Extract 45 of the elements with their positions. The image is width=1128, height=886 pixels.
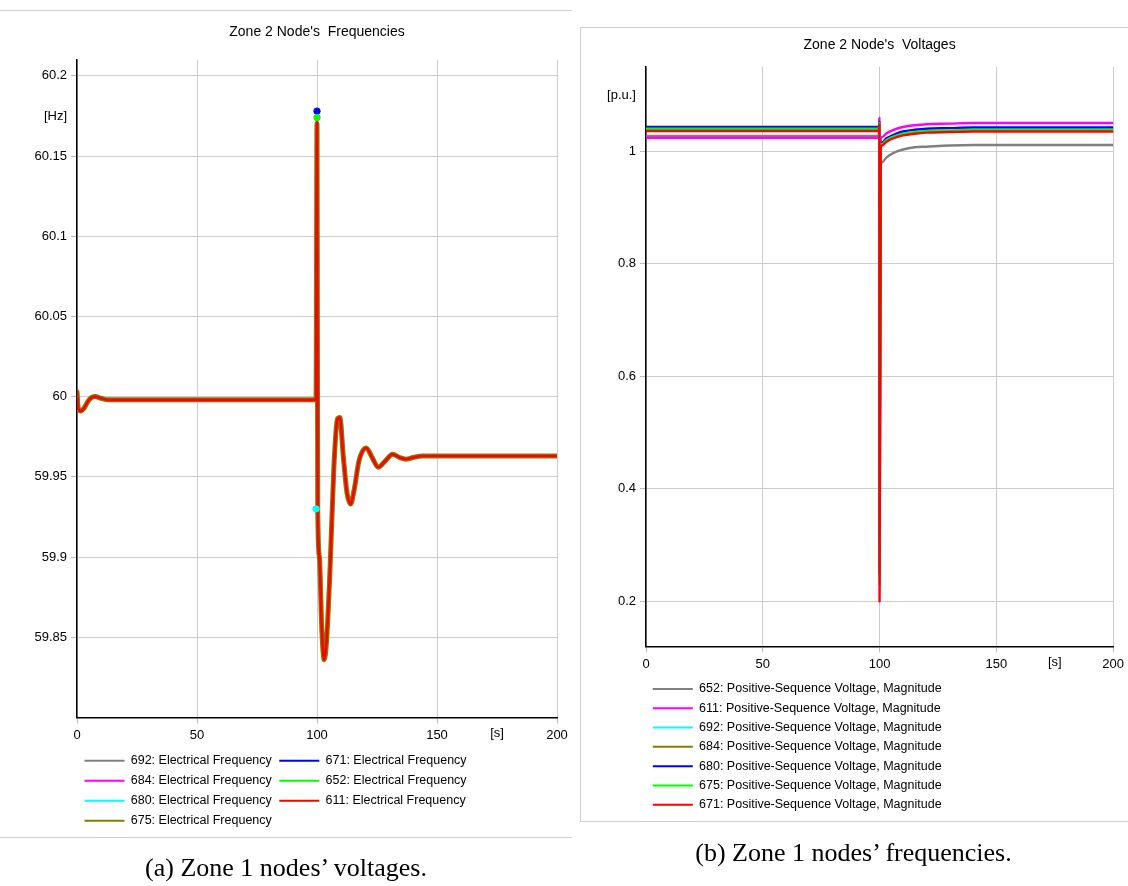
y-tick-label: 0.4 bbox=[617, 480, 636, 496]
x-tick-label: 0 bbox=[642, 655, 650, 671]
x-tick-label: 200 bbox=[1102, 655, 1125, 671]
y-tick-label: 60.2 bbox=[41, 67, 67, 83]
x-tick-label: 0 bbox=[73, 726, 81, 742]
x-tick-label: 50 bbox=[189, 726, 205, 742]
x-tick-label: 200 bbox=[546, 726, 568, 742]
legend-label: 692: Positive-Sequence Voltage, Magnitude bbox=[699, 720, 942, 734]
x-tick-label: 150 bbox=[985, 655, 1008, 671]
x-axis-title: [s] bbox=[1047, 654, 1062, 670]
y-tick-label: 0.6 bbox=[617, 367, 636, 383]
x-tick-label: 100 bbox=[868, 655, 891, 671]
chart-title: Zone 2 Node's Frequencies bbox=[229, 23, 405, 40]
legend-label: 684: Positive-Sequence Voltage, Magnitude bbox=[699, 739, 942, 754]
legend-label: 652: Electrical Frequency bbox=[325, 773, 468, 788]
y-tick-label: 0.8 bbox=[617, 255, 636, 271]
y-axis-title: [Hz] bbox=[43, 107, 67, 123]
text: (b) Zone 1 nodes’ frequencies. bbox=[694, 838, 1013, 868]
y-tick-label: 59.85 bbox=[34, 628, 67, 644]
x-tick-label: 100 bbox=[306, 726, 328, 742]
legend-label: 680: Positive-Sequence Voltage, Magnitude bbox=[699, 758, 942, 773]
legend-label: 671: Positive-Sequence Voltage, Magnitude bbox=[699, 797, 942, 812]
y-tick-label: 0.2 bbox=[617, 592, 636, 608]
x-tick-label: 50 bbox=[755, 655, 771, 671]
legend-label: 652: Positive-Sequence Voltage, Magnitude bbox=[699, 681, 942, 696]
chart-title: Zone 2 Node's Voltages bbox=[803, 36, 956, 53]
legend-label: 684: Electrical Frequency bbox=[130, 773, 273, 788]
y-tick-label: 60 bbox=[52, 388, 67, 404]
y-tick-label: 60.1 bbox=[41, 227, 67, 243]
legend-label: 675: Electrical Frequency bbox=[130, 813, 273, 828]
y-tick-label: 59.9 bbox=[41, 548, 67, 564]
legend-label: 675: Positive-Sequence Voltage, Magnitude bbox=[699, 777, 942, 792]
legend-label: 692: Electrical Frequency bbox=[130, 753, 273, 768]
legend-label: 671: Electrical Frequency bbox=[325, 753, 468, 768]
y-axis-title: [p.u.] bbox=[607, 86, 636, 102]
text: (a) Zone 1 nodes’ voltages. bbox=[144, 853, 428, 883]
legend-label: 680: Electrical Frequency bbox=[130, 793, 273, 808]
y-tick-label: 60.15 bbox=[34, 147, 67, 163]
y-tick-label: 60.05 bbox=[34, 308, 67, 323]
legend-label: 611: Positive-Sequence Voltage, Magnitude bbox=[699, 700, 941, 715]
y-tick-label: 59.95 bbox=[34, 468, 67, 484]
y-tick-label: 1 bbox=[628, 142, 636, 158]
x-axis-title: [s] bbox=[490, 725, 504, 741]
x-tick-label: 150 bbox=[426, 726, 448, 742]
legend-label: 611: Electrical Frequency bbox=[325, 793, 467, 808]
